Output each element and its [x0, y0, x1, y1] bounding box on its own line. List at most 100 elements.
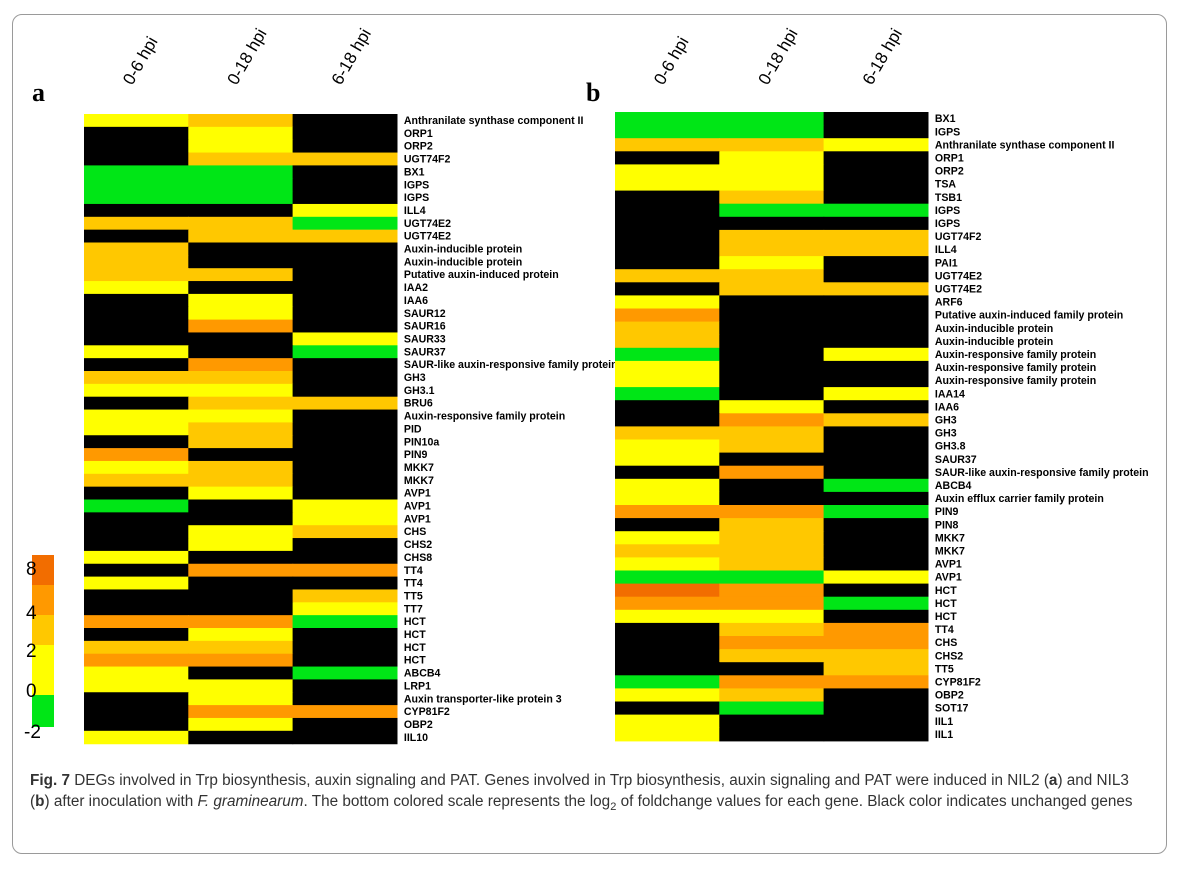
- cell-b-1-2: [823, 125, 929, 139]
- cell-b-6-0: [615, 190, 720, 205]
- row-label-b-1: IGPS: [935, 126, 960, 138]
- cell-a-46-1: [188, 705, 294, 719]
- cell-a-5-1: [188, 178, 294, 192]
- cell-a-42-1: [188, 653, 294, 668]
- cell-b-43-2: [823, 675, 929, 689]
- cell-b-43-0: [615, 675, 720, 689]
- cell-b-46-1: [719, 714, 825, 729]
- cell-a-28-1: [188, 473, 294, 488]
- cell-b-7-1: [719, 203, 825, 218]
- cell-a-3-0: [84, 152, 189, 166]
- cell-a-32-2: [292, 525, 398, 539]
- cell-a-39-1: [188, 615, 294, 629]
- colorbar-tick-1: 4: [26, 603, 37, 624]
- cell-b-26-1: [719, 452, 825, 467]
- cell-a-19-0: [84, 358, 189, 372]
- cell-a-48-1: [188, 730, 294, 745]
- cell-a-29-0: [84, 486, 189, 501]
- cell-a-6-1: [188, 191, 294, 205]
- cell-a-35-2: [292, 563, 398, 578]
- cell-a-40-0: [84, 628, 189, 642]
- cell-a-15-1: [188, 306, 294, 321]
- colorbar-segment-0: [32, 555, 54, 585]
- cell-a-31-0: [84, 512, 189, 526]
- row-label-a-41: HCT: [404, 642, 426, 654]
- cell-a-44-0: [84, 679, 189, 693]
- cell-a-30-2: [292, 499, 398, 513]
- cell-b-29-2: [823, 491, 929, 506]
- cell-a-29-1: [188, 486, 294, 501]
- row-label-b-24: GH3: [935, 428, 957, 440]
- cell-b-45-0: [615, 701, 720, 716]
- cell-b-19-0: [615, 360, 720, 375]
- row-label-a-1: ORP1: [404, 128, 433, 140]
- cell-b-41-2: [823, 649, 929, 663]
- cell-b-25-1: [719, 439, 825, 454]
- cell-a-36-2: [292, 576, 398, 591]
- colorbar-tick-4: -2: [24, 722, 41, 743]
- cell-b-18-2: [823, 347, 929, 362]
- row-label-b-28: ABCB4: [935, 480, 972, 492]
- row-label-b-23: GH3: [935, 415, 957, 427]
- cell-b-26-2: [823, 452, 929, 467]
- row-label-b-20: Auxin-responsive family protein: [935, 375, 1096, 387]
- cell-a-38-1: [188, 602, 294, 616]
- cell-a-33-2: [292, 538, 398, 552]
- row-label-a-34: CHS8: [404, 552, 432, 564]
- cell-b-21-1: [719, 387, 825, 401]
- cell-a-23-2: [292, 409, 398, 423]
- cell-b-45-1: [719, 701, 825, 716]
- cell-a-43-2: [292, 666, 398, 680]
- cell-b-29-0: [615, 491, 720, 506]
- cell-b-22-2: [823, 400, 929, 414]
- colorbar-tick-3: 0: [26, 681, 37, 702]
- cell-b-4-1: [719, 164, 825, 179]
- row-label-b-16: Auxin-inducible protein: [935, 323, 1053, 335]
- colorbar-tick-0: 8: [26, 559, 37, 580]
- cell-a-1-1: [188, 126, 294, 141]
- row-label-b-42: TT5: [935, 663, 954, 675]
- row-label-b-32: MKK7: [935, 532, 965, 544]
- cell-b-3-1: [719, 151, 825, 165]
- cell-b-38-2: [823, 609, 929, 624]
- cell-a-14-1: [188, 293, 294, 308]
- cell-a-0-0: [84, 114, 189, 128]
- cell-b-23-1: [719, 413, 825, 427]
- row-label-a-18: SAUR37: [404, 346, 446, 358]
- cell-b-30-2: [823, 505, 929, 519]
- row-label-a-39: HCT: [404, 616, 426, 628]
- cell-b-30-1: [719, 505, 825, 519]
- caption-text-2: ) after inoculation with: [44, 793, 198, 810]
- cell-a-0-2: [292, 114, 398, 128]
- cell-b-3-0: [615, 151, 720, 165]
- row-label-a-47: OBP2: [404, 719, 433, 731]
- cell-a-24-2: [292, 422, 398, 436]
- row-label-b-38: HCT: [935, 611, 957, 623]
- cell-b-34-1: [719, 557, 825, 572]
- row-label-b-30: PIN9: [935, 506, 959, 518]
- cell-b-29-1: [719, 491, 825, 506]
- cell-a-26-0: [84, 448, 189, 462]
- cell-a-4-1: [188, 165, 294, 179]
- cell-b-46-2: [823, 714, 929, 729]
- cell-b-27-1: [719, 465, 825, 480]
- cell-a-11-0: [84, 255, 189, 269]
- cell-a-21-1: [188, 383, 294, 398]
- row-label-a-27: MKK7: [404, 462, 434, 474]
- cell-b-39-2: [823, 622, 929, 637]
- cell-b-13-0: [615, 282, 720, 296]
- cell-a-45-0: [84, 692, 189, 706]
- cell-b-16-0: [615, 321, 720, 336]
- cell-a-40-1: [188, 628, 294, 642]
- cell-a-6-0: [84, 191, 189, 205]
- cell-a-34-2: [292, 550, 398, 565]
- cell-a-4-0: [84, 165, 189, 179]
- row-label-a-46: CYP81F2: [404, 706, 450, 718]
- cell-b-35-1: [719, 570, 825, 585]
- row-label-a-29: AVP1: [404, 488, 431, 500]
- cell-b-4-0: [615, 164, 720, 179]
- cell-b-11-1: [719, 256, 825, 270]
- row-label-b-35: AVP1: [935, 572, 962, 584]
- cell-a-25-0: [84, 435, 189, 449]
- cell-b-15-1: [719, 308, 825, 323]
